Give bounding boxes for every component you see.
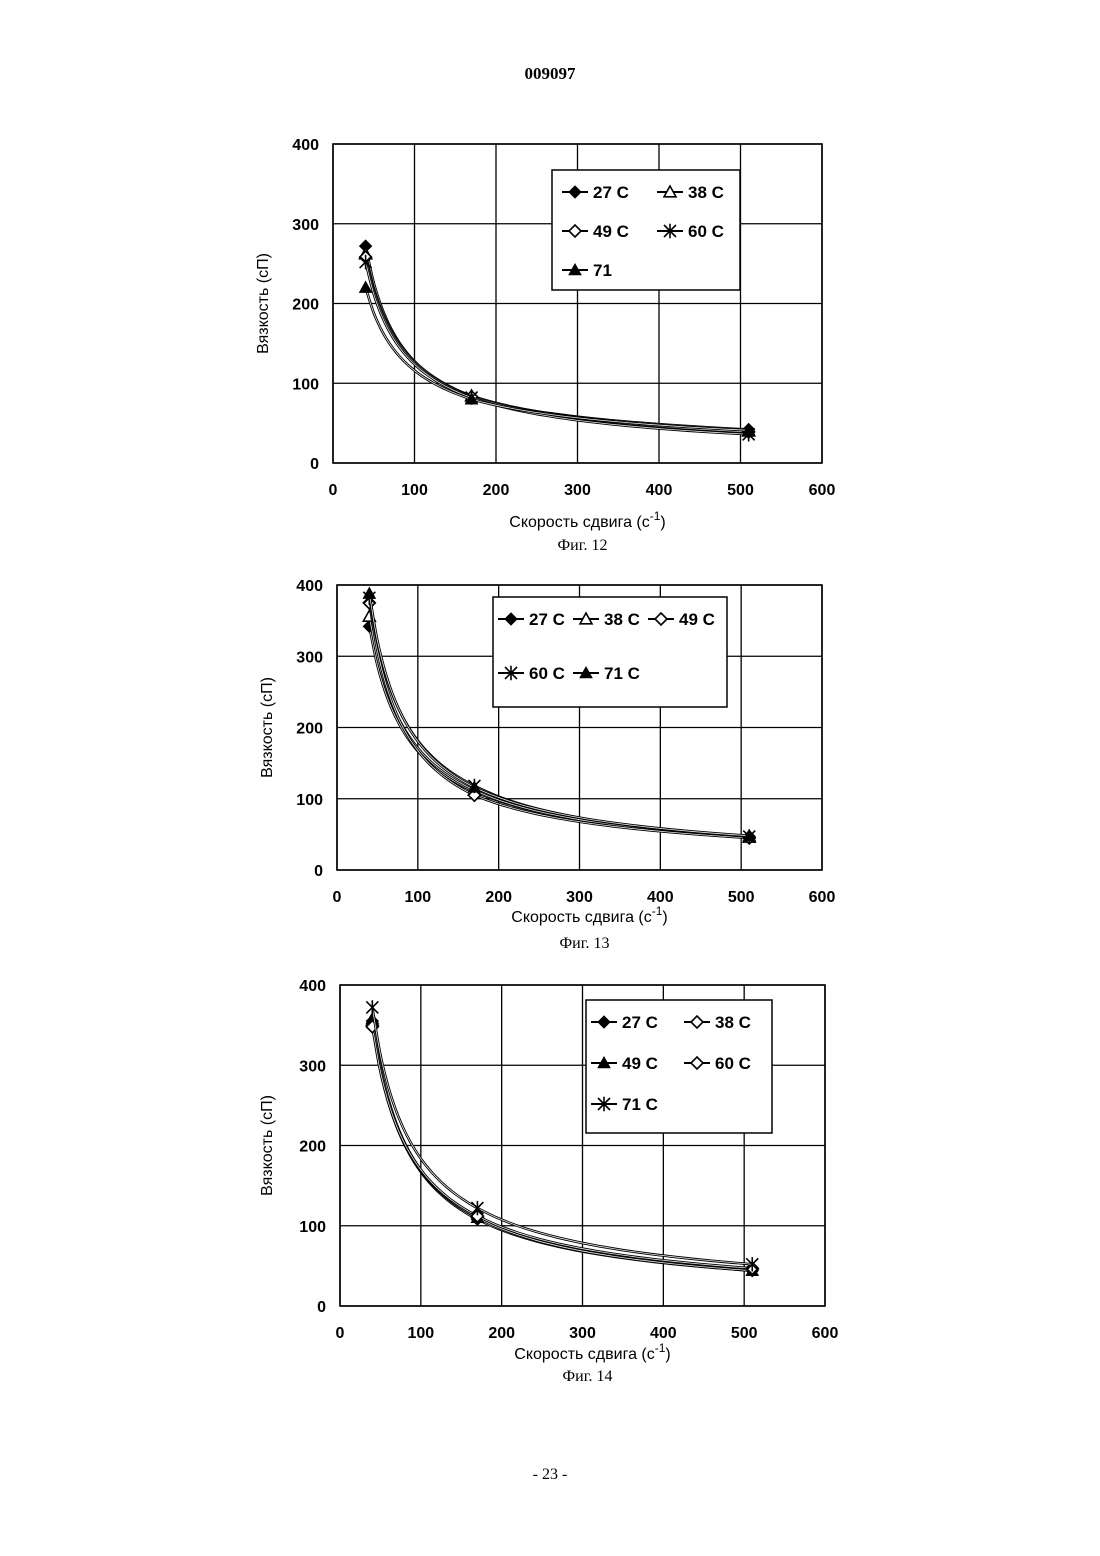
chart-fig-13: 01002003004005006000100200300400Вязкость…: [0, 570, 1100, 970]
x-tick-label: 0: [329, 482, 338, 499]
x-tick-label: 500: [731, 1325, 758, 1342]
x-axis-label-close: ): [660, 514, 665, 531]
x-axis-label: Скорость сдвига (с-1): [514, 1341, 670, 1363]
figure-label: Фиг. 13: [560, 935, 610, 952]
data-point: [366, 1000, 378, 1014]
x-tick-label: 100: [404, 889, 431, 906]
x-tick-label: 600: [809, 482, 836, 499]
legend: 27 C 38 C 49 C 60 C 71: [552, 170, 740, 290]
chart-fig-12: 0 100 200 300 400 500 600 0 100 200 300 400 Вязкость…: [0, 130, 1100, 550]
data-point: [471, 1201, 483, 1215]
y-tick-label: 100: [299, 1219, 326, 1236]
legend-label: 27 C: [593, 183, 629, 202]
series-line: [366, 288, 749, 431]
legend-label: 49 C: [593, 222, 629, 241]
y-tick-label: 400: [296, 578, 323, 595]
y-tick-label: 200: [299, 1139, 326, 1156]
x-tick-label: 200: [488, 1325, 515, 1342]
figure-label: Фиг. 12: [558, 537, 608, 554]
x-axis-label-sup: -1: [655, 1341, 666, 1355]
x-axis-label-text: Скорость сдвига (с: [514, 1346, 654, 1363]
x-tick-label: 300: [569, 1325, 596, 1342]
y-tick-label: 400: [292, 137, 319, 154]
page-header: 009097: [0, 64, 1100, 84]
series-4: [360, 282, 755, 436]
y-axis-label: Вязкость (сП): [255, 253, 272, 354]
legend-label: 60 C: [688, 222, 724, 241]
x-axis-label-text: Скорость сдвига (с: [511, 909, 651, 926]
x-tick-label: 200: [483, 482, 510, 499]
x-axis-label-sup: -1: [652, 904, 663, 918]
legend-label: 38 C: [715, 1013, 751, 1032]
x-tick-label: 400: [646, 482, 673, 499]
legend-label: 49 C: [622, 1054, 658, 1073]
x-tick-label: 300: [566, 889, 593, 906]
y-tick-label: 0: [310, 456, 319, 473]
legend-label: 38 C: [604, 610, 640, 629]
legend-label: 27 C: [622, 1013, 658, 1032]
x-tick-label: 600: [812, 1325, 839, 1342]
legend-label: 38 C: [688, 183, 724, 202]
y-axis-label: Вязкость (сП): [259, 677, 276, 778]
figure-label: Фиг. 14: [563, 1368, 613, 1385]
x-tick-label: 500: [727, 482, 754, 499]
x-tick-label: 100: [401, 482, 428, 499]
legend-label: 71 C: [604, 664, 640, 683]
legend-label: 27 C: [529, 610, 565, 629]
legend-label: 71 C: [622, 1095, 658, 1114]
x-axis-label-close: ): [665, 1346, 670, 1363]
legend-label: 71: [593, 261, 612, 280]
x-axis-label-text: Скорость сдвига (с: [509, 514, 649, 531]
legend: 27 C 38 C 49 C 60 C 71 C: [586, 1000, 772, 1133]
y-tick-label: 0: [317, 1299, 326, 1316]
x-tick-label: 100: [407, 1325, 434, 1342]
x-axis-label-sup: -1: [650, 509, 661, 523]
y-tick-label: 200: [292, 297, 319, 314]
x-tick-label: 0: [333, 889, 342, 906]
x-tick-label: 600: [809, 889, 836, 906]
x-axis-label: Скорость сдвига (с-1): [511, 904, 667, 926]
x-tick-label: 0: [336, 1325, 345, 1342]
page-number: - 23 -: [0, 1466, 1100, 1484]
y-tick-label: 400: [299, 978, 326, 995]
y-tick-label: 100: [296, 792, 323, 809]
x-tick-label: 400: [650, 1325, 677, 1342]
legend-label: 60 C: [529, 664, 565, 683]
x-tick-label: 300: [564, 482, 591, 499]
y-axis-label: Вязкость (сП): [259, 1095, 276, 1196]
x-tick-label: 200: [485, 889, 512, 906]
x-axis-label: Скорость сдвига (с-1): [509, 509, 665, 531]
x-tick-label: 500: [728, 889, 755, 906]
y-tick-label: 300: [296, 649, 323, 666]
series-line-highlight: [366, 288, 749, 431]
legend: 27 C 38 C 49 C 60 C 71 C: [493, 597, 727, 707]
legend-label: 60 C: [715, 1054, 751, 1073]
x-axis-label-close: ): [662, 909, 667, 926]
chart-fig-14: 0 100 200 300 400 500 600 0 100 200 300 400 Вязкость…: [0, 970, 1100, 1390]
y-tick-label: 0: [314, 863, 323, 880]
y-tick-label: 300: [299, 1058, 326, 1075]
legend-label: 49 C: [679, 610, 715, 629]
y-tick-label: 100: [292, 376, 319, 393]
y-tick-label: 200: [296, 721, 323, 738]
y-tick-label: 300: [292, 217, 319, 234]
